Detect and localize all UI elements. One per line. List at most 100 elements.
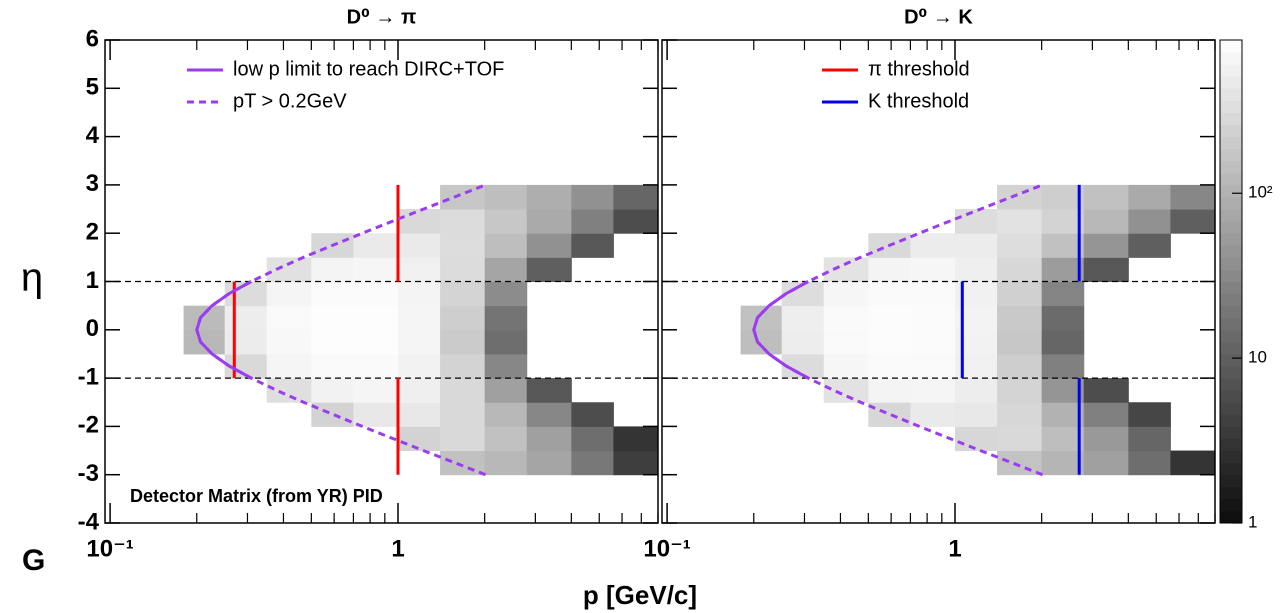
heatmap-cell: [1128, 402, 1171, 427]
heatmap-cell: [1128, 450, 1171, 476]
heatmap-cell: [823, 378, 869, 403]
heatmap-cell: [910, 305, 956, 331]
heatmap-cell: [1083, 450, 1129, 476]
colorbar-step: [1220, 402, 1242, 415]
heatmap-cell: [440, 209, 486, 234]
heatmap-cell: [955, 378, 998, 403]
heatmap-cell: [740, 305, 783, 331]
legend-label: π threshold: [868, 58, 970, 80]
panel-title: D⁰ → π: [347, 6, 417, 28]
heatmap-cell: [440, 329, 486, 355]
colorbar-step: [1220, 378, 1242, 391]
heatmap-cell: [353, 378, 399, 403]
heatmap-cell: [311, 353, 354, 379]
y-tick-label: 0: [86, 315, 99, 342]
heatmap-cell: [571, 233, 614, 258]
colorbar-step: [1220, 100, 1242, 113]
heatmap-cell: [484, 233, 528, 258]
colorbar-step: [1220, 498, 1242, 512]
heatmap-cell: [1041, 257, 1085, 282]
heatmap-cell: [484, 209, 528, 234]
heatmap-cell: [398, 353, 441, 379]
legend-label: K threshold: [868, 90, 969, 112]
colorbar-step: [1220, 88, 1242, 101]
heatmap-cell: [526, 209, 572, 234]
heatmap-cell: [440, 426, 486, 452]
heatmap-cell: [1170, 184, 1216, 210]
heatmap-cell: [183, 329, 226, 355]
annotation: Detector Matrix (from YR) PID: [130, 486, 383, 506]
colorbar-step: [1220, 341, 1242, 355]
colorbar-tick-label: 10²: [1248, 183, 1273, 202]
heatmap-cell: [1041, 329, 1085, 355]
heatmap-cell: [1041, 233, 1085, 258]
colorbar-step: [1220, 414, 1242, 427]
colorbar-step: [1220, 281, 1242, 295]
heatmap-cell: [440, 257, 486, 282]
x-tick-label: 1: [391, 535, 404, 562]
heatmap-cell: [823, 329, 869, 355]
limit-curve-dashed: [195, 183, 487, 477]
heatmap-cell: [1041, 450, 1085, 476]
heatmap-cell: [997, 329, 1043, 355]
heatmap-cell: [353, 281, 399, 307]
heatmap-cell: [526, 257, 572, 282]
heatmap-cell: [311, 402, 354, 427]
heatmap-cell: [1041, 353, 1085, 379]
heatmap-cell: [398, 281, 441, 307]
colorbar-step: [1220, 233, 1242, 246]
heatmap-cell: [440, 353, 486, 379]
heatmap-cell: [868, 257, 911, 282]
heatmap-cell: [571, 426, 614, 452]
heatmap-cell: [955, 233, 998, 258]
y-tick-label: -3: [78, 460, 99, 487]
colorbar-step: [1220, 426, 1242, 439]
heatmap-cell: [910, 257, 956, 282]
y-tick-label: 5: [86, 74, 99, 101]
heatmap-cell: [440, 378, 486, 403]
heatmap-cell: [526, 426, 572, 452]
heatmap-cell: [997, 305, 1043, 331]
heatmap-cell: [1041, 378, 1085, 403]
heatmap-cell: [1128, 184, 1171, 210]
y-tick-label: -4: [78, 508, 100, 535]
colorbar-frame: [1219, 39, 1243, 524]
heatmap-cell: [910, 329, 956, 355]
heatmap-cell: [1083, 426, 1129, 452]
colorbar-step: [1220, 64, 1242, 77]
heatmap-cell: [997, 402, 1043, 427]
colorbar-step: [1220, 329, 1242, 343]
heatmap-cell: [823, 353, 869, 379]
heatmap-cell: [311, 281, 354, 307]
heatmap-cell: [484, 353, 528, 379]
heatmap-cell: [353, 257, 399, 282]
colorbar-step: [1220, 269, 1242, 282]
heatmap-cell: [266, 257, 312, 282]
y-tick-label: 2: [86, 219, 99, 246]
heatmap-cell: [484, 305, 528, 331]
heatmap-cell: [868, 353, 911, 379]
heatmap-cell: [224, 305, 268, 331]
heatmap-cell: [398, 305, 441, 331]
heatmap-cell: [955, 209, 998, 234]
heatmap-cell: [311, 329, 354, 355]
heatmap-cell: [571, 184, 614, 210]
heatmap-cell: [955, 426, 998, 452]
heatmap-cell: [353, 353, 399, 379]
heatmap-cell: [823, 305, 869, 331]
legend-label: pT > 0.2GeV: [233, 90, 347, 112]
heatmap-cell: [613, 184, 659, 210]
colorbar-step: [1220, 40, 1242, 53]
heatmap-cell: [440, 402, 486, 427]
heatmap-cell: [353, 233, 399, 258]
heatmap-cell: [1083, 184, 1129, 210]
heatmap-cell: [183, 305, 226, 331]
y-axis-label: η: [21, 256, 43, 300]
heatmap-cell: [997, 281, 1043, 307]
heatmap-cell: [740, 329, 783, 355]
colorbar-step: [1220, 76, 1242, 89]
heatmap-cell: [484, 378, 528, 403]
heatmap-cell: [1083, 233, 1129, 258]
heatmap-cell: [398, 257, 441, 282]
